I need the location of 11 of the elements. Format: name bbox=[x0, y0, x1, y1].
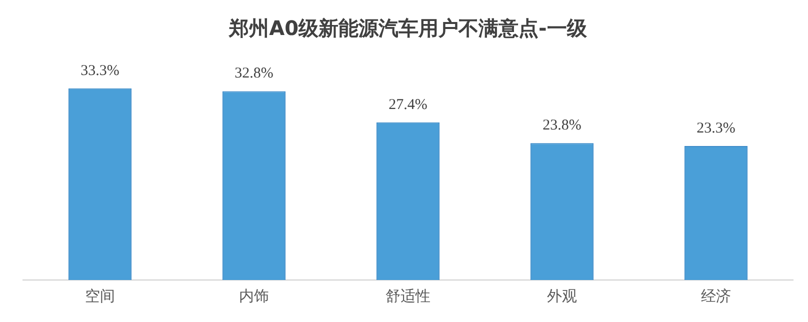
data-label: 23.3% bbox=[696, 120, 736, 136]
data-label: 27.4% bbox=[388, 96, 428, 113]
x-tick-label: 空间 bbox=[85, 286, 115, 305]
x-tick-label: 内饰 bbox=[239, 286, 269, 305]
data-label: 33.3% bbox=[80, 62, 120, 79]
chart-title: 郑州A0级新能源汽车用户不满意点-一级 bbox=[228, 16, 588, 40]
data-label: 23.8% bbox=[542, 118, 582, 134]
data-label: 32.8% bbox=[234, 66, 274, 82]
x-tick-label: 外观 bbox=[547, 286, 577, 305]
x-tick-label: 舒适性 bbox=[386, 286, 430, 305]
x-tick-label: 经济 bbox=[701, 286, 731, 305]
